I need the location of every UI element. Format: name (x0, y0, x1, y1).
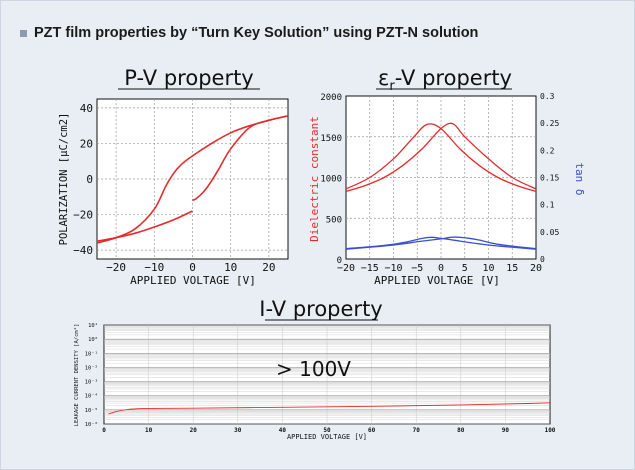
er-y-tick-label: 1000 (320, 175, 342, 185)
er-right-tick-label: 0.2 (540, 146, 555, 155)
er-tan-delta-curve-4 (345, 236, 537, 250)
er-x-tick-label: 20 (530, 263, 542, 274)
er-chart-title: εr-V property (378, 66, 512, 94)
pv-x-tick-label: 0 (189, 261, 196, 274)
pv-x-tick-label: 10 (224, 261, 237, 274)
iv-grid (104, 324, 550, 425)
iv-curves (108, 402, 551, 415)
iv-x-tick-label: 40 (279, 427, 287, 434)
iv-x-tick-label: 10 (145, 427, 153, 434)
er-x-tick-label: −20 (337, 263, 355, 274)
er-chart: εr-V property −20 −15 −10 −5 0 5 10 15 20 2000 150… (308, 66, 586, 287)
iv-y-tick-label: 10⁻¹ (85, 350, 98, 357)
pv-hysteresis-curve-1 (96, 115, 289, 244)
iv-x-tick-label: 30 (234, 427, 242, 434)
iv-x-tick-label: 20 (190, 427, 198, 434)
iv-x-tick-label: 70 (413, 427, 421, 434)
slide-header: PZT film properties by “Turn Key Solutio… (20, 23, 478, 43)
iv-y-tick-label: 10⁻⁵ (85, 407, 98, 414)
er-dielectric-curve-2 (345, 122, 537, 193)
iv-chart-title: I-V property (259, 297, 382, 321)
iv-y-tick-label: 10⁻⁴ (85, 393, 98, 400)
pv-curves (96, 115, 289, 244)
iv-y-tick-label: 10¹ (88, 322, 98, 329)
pv-x-tick-label: 20 (262, 261, 275, 274)
iv-y-tick-label: 10⁻³ (85, 379, 98, 386)
iv-y-tick-label: 10⁻² (85, 364, 98, 371)
pv-y-tick-label: 0 (86, 173, 93, 186)
iv-tick-labels: 0 10 20 30 40 50 60 70 80 90 100 10¹ 10⁰ 10⁻¹ 10⁻² 10⁻³… (85, 322, 556, 434)
er-x-tick-label: 15 (506, 263, 518, 274)
er-right-tick-label: 0.3 (540, 92, 555, 101)
er-x-tick-label: −10 (384, 263, 402, 274)
iv-chart: I-V property 0 10 20 30 40 50 60 70 80 90 100 10¹ 10… (73, 297, 556, 441)
pv-x-axis-label: APPLIED VOLTAGE [V] (130, 274, 256, 287)
er-x-tick-label: 10 (482, 263, 494, 274)
er-y-tick-label: 500 (326, 215, 342, 225)
er-right-tick-label: 0.15 (540, 174, 559, 183)
iv-x-tick-label: 50 (323, 427, 331, 434)
er-title-sub: r (389, 79, 395, 94)
er-y-tick-label: 2000 (320, 93, 342, 103)
iv-x-tick-label: 60 (368, 427, 376, 434)
pv-y-tick-label: −40 (73, 244, 93, 257)
er-tick-labels: −20 −15 −10 −5 0 5 10 15 20 2000 1500 1000 500 0 0.3 0.… (320, 92, 559, 274)
pv-y-tick-label: 40 (80, 102, 93, 115)
iv-x-tick-label: 0 (102, 427, 106, 434)
iv-y-tick-label: 10⁰ (88, 336, 98, 343)
pv-x-tick-label: −10 (144, 261, 164, 274)
pv-chart-title: P-V property (124, 66, 254, 90)
er-x-tick-label: 5 (462, 263, 468, 274)
er-curves (345, 122, 537, 250)
pv-x-tick-label: −20 (106, 261, 126, 274)
er-right-tick-label: 0.05 (540, 228, 559, 237)
er-y-tick-label: 1500 (320, 134, 342, 144)
iv-annotation: > 100V (276, 357, 351, 381)
pv-tick-labels: −20 −10 0 10 20 40 20 0 −20 −40 (73, 102, 275, 274)
iv-x-tick-label: 80 (457, 427, 465, 434)
pv-chart: P-V property −20 −10 0 10 20 40 20 0 −20 −40 APPL… (58, 66, 289, 287)
pv-y-tick-label: −20 (73, 209, 93, 222)
square-bullet-icon (20, 29, 27, 37)
er-x-tick-label: −15 (361, 263, 379, 274)
er-x-tick-label: 0 (438, 263, 444, 274)
er-right-tick-label: 0.25 (540, 119, 559, 128)
pv-y-tick-label: 20 (80, 137, 93, 150)
pv-y-axis-label: POLARIZATION [μC/cm2] (58, 113, 70, 246)
er-x-axis-label: APPLIED VOLTAGE [V] (374, 274, 500, 287)
iv-y-tick-label: 10⁻⁶ (85, 421, 98, 428)
iv-leakage-curve-1 (108, 402, 551, 415)
er-right-tick-label: 0.1 (540, 201, 555, 210)
er-title-suffix: -V property (395, 66, 512, 90)
iv-x-tick-label: 100 (545, 427, 556, 434)
er-y-axis-label: Dielectric constant (308, 116, 321, 242)
er-y-tick-label: 0 (337, 256, 342, 266)
er-title-main: ε (378, 66, 389, 90)
er-x-tick-label: −5 (411, 263, 423, 274)
iv-x-tick-label: 90 (502, 427, 510, 434)
iv-x-axis-label: APPLIED VOLTAGE [V] (287, 433, 367, 441)
iv-y-axis-label: LEAKAGE CURRENT DENSITY [A/cm²] (73, 324, 80, 427)
er-right-axis-label: tan δ (573, 162, 586, 195)
pv-hysteresis-curve-2 (192, 115, 289, 202)
pv-hysteresis-curve-3 (96, 210, 193, 242)
pv-grid (97, 99, 288, 259)
er-right-tick-label: 0 (540, 255, 545, 264)
slide-title: PZT film properties by “Turn Key Solutio… (34, 25, 479, 41)
er-tan-delta-curve-3 (345, 236, 537, 250)
